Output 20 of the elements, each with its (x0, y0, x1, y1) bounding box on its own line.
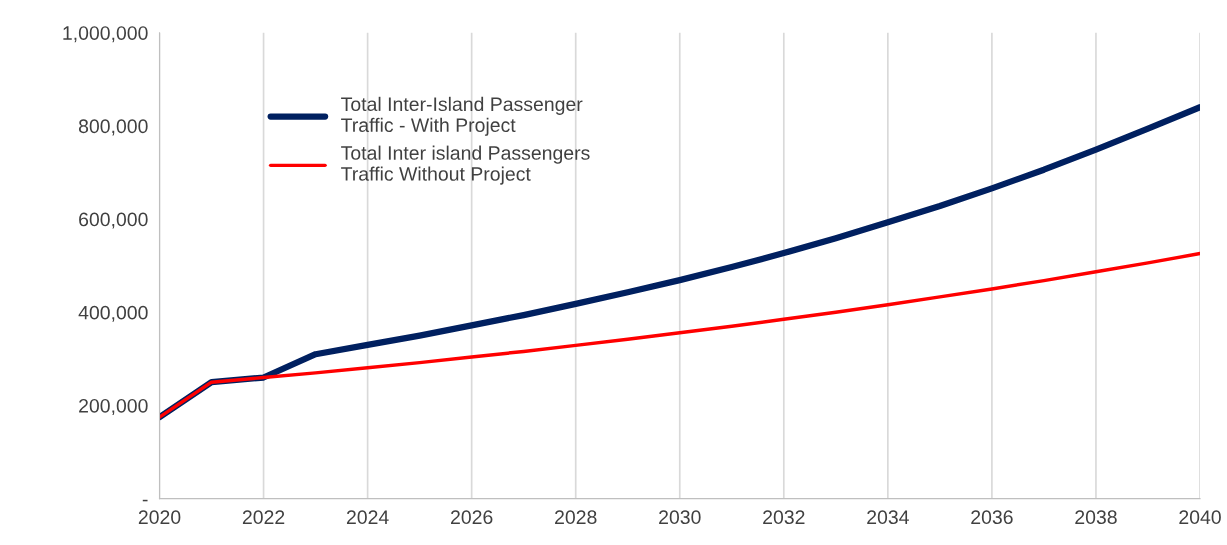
y-tick-label: 400,000 (78, 305, 148, 322)
x-tick-label: 2028 (555, 510, 597, 525)
x-tick-label: 2022 (242, 510, 285, 525)
y-tick-label: - (142, 499, 148, 502)
x-tick-label: 2036 (971, 510, 1013, 525)
legend-label: Total Inter island Passengers Traffic Without Project (341, 145, 590, 185)
x-tick-label: 2020 (138, 510, 181, 525)
y-tick-label: 800,000 (78, 119, 148, 136)
x-tick-label: 2030 (659, 510, 701, 525)
legend-label: Total Inter-Island Passenger Traffic - With Project (341, 96, 583, 136)
x-tick-label: 2034 (867, 510, 909, 525)
y-tick-label: 600,000 (79, 212, 148, 229)
x-tick-label: 2024 (346, 510, 389, 525)
x-tick-label: 2026 (451, 510, 493, 525)
x-tick-label: 2038 (1075, 510, 1117, 525)
y-tick-label: 1,000,000 (63, 26, 148, 43)
x-tick-label: 2040 (1179, 510, 1221, 525)
line-series (159, 251, 1201, 419)
x-tick-label: 2032 (763, 510, 805, 525)
y-tick-label: 200,000 (79, 398, 148, 416)
